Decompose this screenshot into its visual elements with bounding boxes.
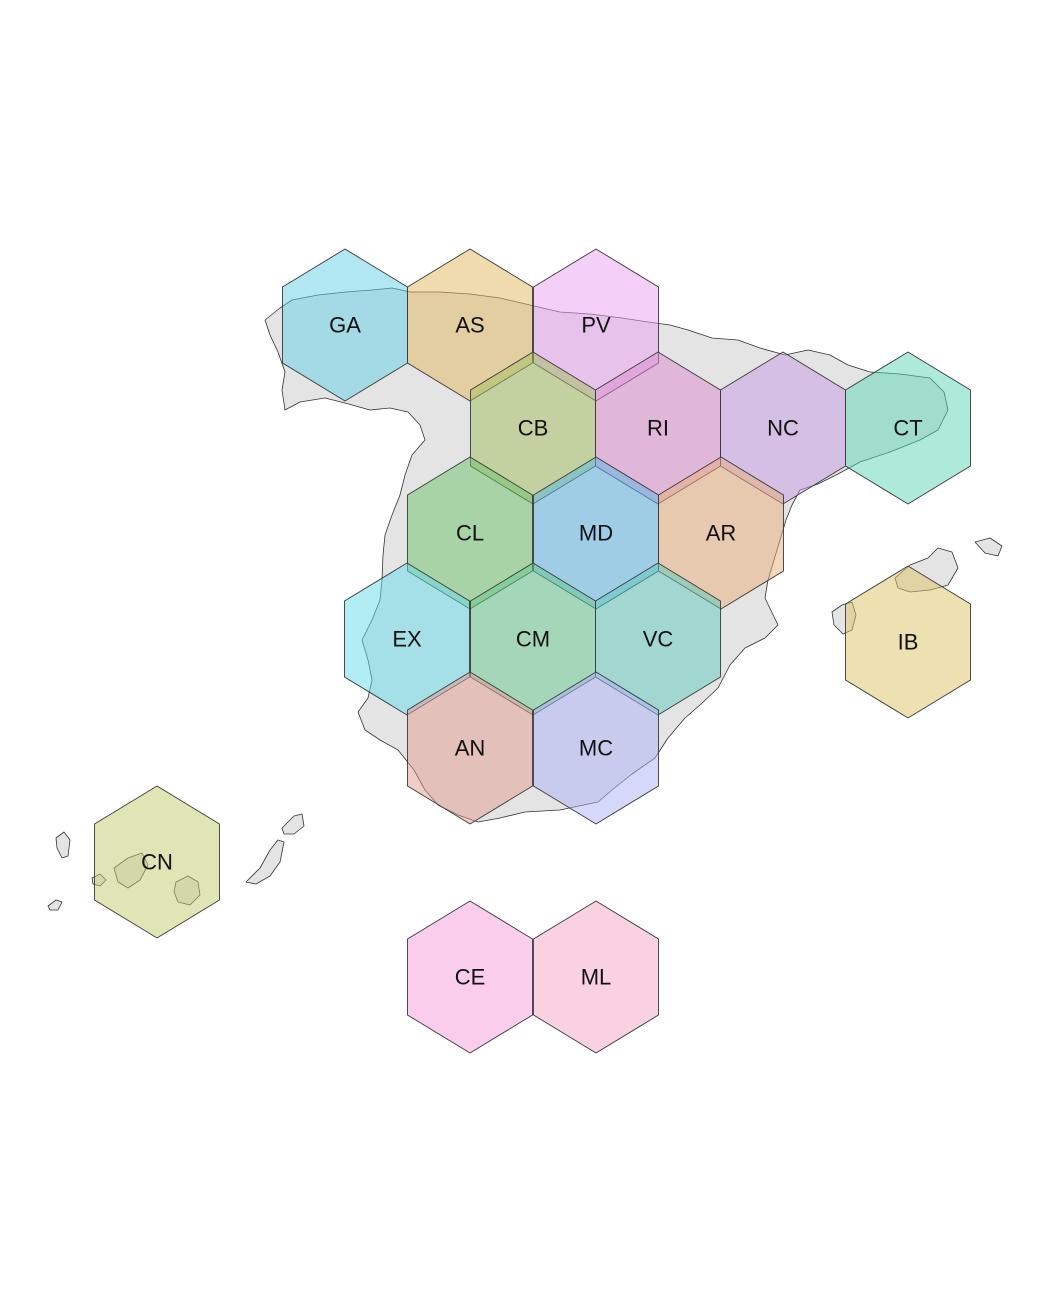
hex-label-ml: ML (581, 965, 612, 990)
hex-region-cm: CM (470, 562, 596, 716)
hex-label-pv: PV (581, 313, 611, 338)
hex-region-ex: EX (344, 562, 470, 716)
hex-region-ib: IB (845, 565, 971, 719)
hex-label-nc: NC (767, 416, 799, 441)
hex-label-ce: CE (455, 965, 486, 990)
hex-label-ga: GA (329, 313, 361, 338)
hex-region-an: AN (407, 671, 533, 825)
hex-label-cn: CN (141, 850, 173, 875)
hex-label-cb: CB (518, 416, 549, 441)
hexagon-ml (533, 900, 659, 1054)
hex-label-vc: VC (643, 627, 674, 652)
hex-region-cl: CL (407, 456, 533, 610)
hexagon-mc (533, 671, 659, 825)
menorca-shape (974, 537, 1003, 557)
hex-label-ar: AR (706, 521, 737, 546)
hex-region-ar: AR (658, 456, 784, 610)
hexagon-ct (845, 351, 971, 505)
hexagon-ce (407, 900, 533, 1054)
hex-region-ga: GA (282, 248, 408, 402)
hex-label-mc: MC (579, 736, 613, 761)
hex-label-cm: CM (516, 627, 550, 652)
hex-region-cb: CB (470, 351, 596, 505)
hex-label-as: AS (455, 313, 484, 338)
hexagon-cn (94, 785, 220, 939)
hex-label-ct: CT (893, 416, 922, 441)
hexagon-ib (845, 565, 971, 719)
el-hierro-shape (47, 899, 63, 911)
hex-label-md: MD (579, 521, 613, 546)
hexagon-ar (658, 456, 784, 610)
hexagon-cl (407, 456, 533, 610)
hex-label-cl: CL (456, 521, 484, 546)
hexagon-layer: GA AS PV CB RI NC CT CL MD AR EX CM VC IB AN MC CN CE ML (94, 248, 971, 1054)
hex-label-ex: EX (392, 627, 422, 652)
hex-region-ct: CT (845, 351, 971, 505)
hex-region-cn: CN (94, 785, 220, 939)
hex-label-an: AN (455, 736, 486, 761)
lanzarote-shape (281, 813, 305, 835)
hexagon-ex (344, 562, 470, 716)
hex-region-ce: CE (407, 900, 533, 1054)
fuerteventura-shape (245, 839, 285, 885)
hex-region-as: AS (407, 248, 533, 402)
hexagon-an (407, 671, 533, 825)
hex-region-ml: ML (533, 900, 659, 1054)
hex-region-ri: RI (595, 351, 721, 505)
la-palma-shape (55, 831, 71, 859)
hex-label-ib: IB (898, 630, 919, 655)
hexagon-as (407, 248, 533, 402)
hex-label-ri: RI (647, 416, 669, 441)
hex-region-mc: MC (533, 671, 659, 825)
